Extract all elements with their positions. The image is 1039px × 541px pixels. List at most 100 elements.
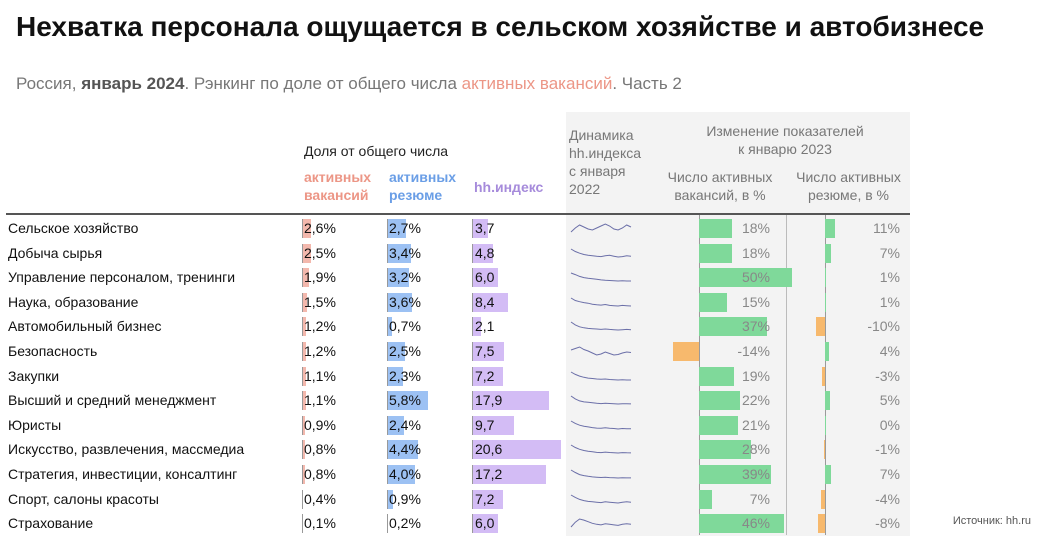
change-value-vacancies: 37% [741, 318, 770, 335]
change-bar-resumes [825, 292, 826, 312]
change-value-resumes: 0% [879, 416, 900, 433]
value-hh-index: 8,4 [475, 293, 495, 310]
sparkline [570, 420, 631, 430]
axis-tick [472, 268, 473, 288]
axis-tick [302, 366, 303, 386]
value-resumes: 3,4% [389, 244, 421, 261]
axis-tick [387, 514, 388, 534]
axis-tick [472, 440, 473, 460]
sparkline [570, 395, 632, 405]
change-bar-vacancies [699, 292, 727, 312]
bar-resumes [387, 268, 410, 288]
row-label: Искусство, развлечения, массмедиа [8, 441, 245, 458]
header-divider [6, 213, 910, 215]
table-row: Управление персоналом, тренинги 1,9% 3,2% 6… [0, 265, 1039, 290]
value-resumes: 3,2% [389, 269, 421, 286]
axis-tick [472, 292, 473, 312]
bar-resumes [387, 243, 411, 263]
axis-tick [387, 219, 388, 238]
change-bar-resumes [816, 317, 825, 337]
change-value-vacancies: 7% [749, 490, 770, 507]
zero-line-resumes [825, 215, 826, 535]
bar-hh-index [472, 415, 514, 435]
column-divider [786, 215, 787, 535]
table-row: Наука, образование 1,5% 3,6% 8,4 15% 1% [0, 290, 1039, 315]
row-label: Спорт, салоны красоты [8, 490, 159, 507]
value-hh-index: 7,5 [475, 343, 495, 359]
change-bar-resumes [825, 465, 832, 484]
value-resumes: 2,3% [389, 367, 421, 384]
bar-vacancies [302, 268, 309, 288]
sparkline [570, 297, 632, 307]
value-hh-index: 3,7 [475, 220, 495, 236]
header-share: Доля от общего числа [304, 143, 449, 159]
subtitle: Россия, январь 2024. Рэнкинг по доле от … [16, 74, 682, 94]
change-value-vacancies: 50% [741, 269, 770, 286]
header-resumes-line: активных [389, 169, 457, 185]
axis-tick [302, 391, 303, 411]
change-value-resumes: 7% [879, 244, 900, 261]
header-change-resumes-line: Число активных [796, 169, 901, 185]
sparkline [570, 223, 632, 233]
axis-tick [387, 317, 388, 337]
change-value-vacancies: 28% [741, 441, 770, 458]
bar-vacancies [302, 317, 307, 337]
change-value-resumes: -10% [867, 318, 900, 335]
axis-tick [302, 440, 303, 460]
change-bar-vacancies [699, 366, 735, 386]
axis-tick [387, 440, 388, 460]
value-vacancies: 1,2% [304, 318, 336, 335]
header-resumes-line: резюме [389, 187, 443, 203]
change-bar-resumes [825, 415, 826, 435]
bar-hh-index [472, 391, 549, 411]
page-title: Нехватка персонала ощущается в сельском … [16, 11, 985, 42]
bar-resumes [387, 391, 428, 411]
value-vacancies: 0,8% [304, 466, 336, 482]
bar-resumes [387, 317, 392, 337]
axis-tick [302, 514, 303, 534]
axis-tick [302, 415, 303, 435]
value-vacancies: 1,5% [304, 293, 336, 310]
header-vacancies-line: вакансий [304, 187, 369, 203]
axis-tick [472, 391, 473, 411]
table-row: Безопасность 1,2% 2,5% 7,5 -14% 4% [0, 339, 1039, 364]
axis-tick [302, 219, 303, 238]
bar-hh-index [472, 342, 505, 361]
header-vacancies-line: активных [304, 169, 372, 185]
bar-hh-index [472, 292, 509, 312]
axis-tick [302, 243, 303, 263]
value-vacancies: 0,1% [304, 515, 336, 532]
sparkline [570, 518, 632, 528]
sparkline-path [570, 395, 632, 405]
header-hh-index: hh.индекс [474, 179, 544, 195]
change-value-resumes: 1% [879, 269, 900, 286]
change-bar-vacancies [699, 391, 740, 411]
change-value-resumes: 11% [873, 220, 900, 236]
axis-tick [472, 219, 473, 238]
axis-tick [472, 243, 473, 263]
change-bar-vacancies [699, 440, 751, 460]
axis-tick [387, 342, 388, 361]
sparkline-path [570, 371, 631, 381]
axis-tick [387, 366, 388, 386]
change-bar-vacancies [699, 219, 733, 238]
header-change-resumes-line: резюме, в % [808, 187, 889, 203]
value-vacancies: 0,8% [304, 441, 336, 458]
change-value-vacancies: 19% [741, 367, 770, 384]
change-bar-resumes [825, 342, 829, 361]
header-resumes: активных резюме [389, 168, 456, 204]
bar-resumes [387, 440, 418, 460]
table-row: Сельское хозяйство 2,6% 2,7% 3,7 18% 11% [0, 216, 1039, 241]
row-label: Наука, образование [8, 293, 139, 310]
row-label: Страхование [8, 515, 94, 532]
sparkline-path [570, 494, 632, 504]
value-hh-index: 17,9 [475, 392, 503, 409]
header-dynamics-line: с января [569, 163, 626, 179]
sparkline [570, 248, 632, 258]
bar-resumes [387, 465, 415, 484]
axis-tick [302, 292, 303, 312]
sparkline-path [570, 469, 631, 479]
axis-tick [387, 489, 388, 509]
row-label: Автомобильный бизнес [8, 318, 162, 335]
bar-vacancies [302, 219, 312, 238]
